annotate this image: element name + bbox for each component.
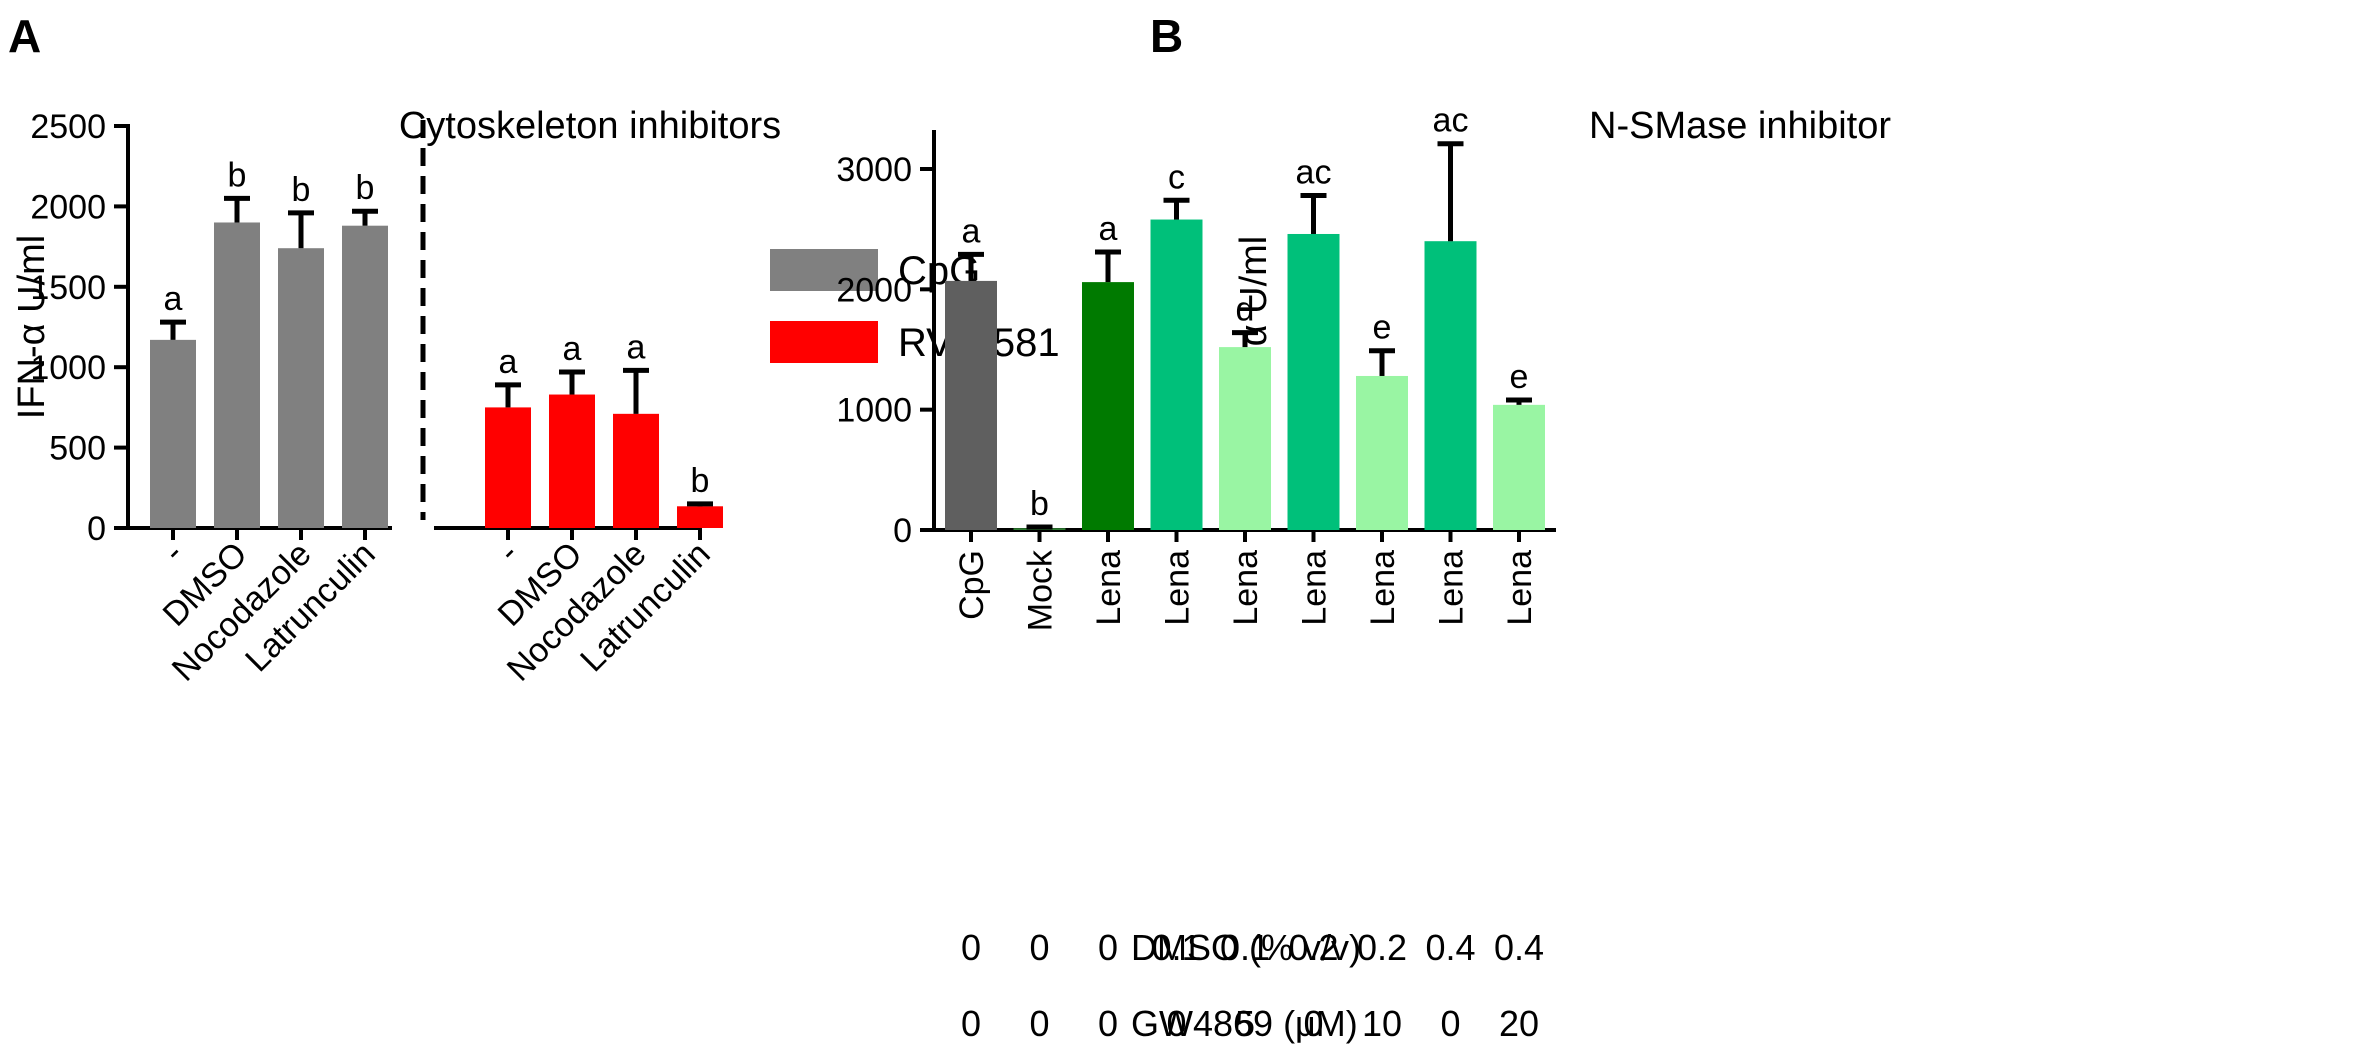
panel-b-x-tick-label: Lena	[1090, 550, 1128, 626]
panel-b-sig-letter: ac	[1296, 153, 1332, 191]
panel-b-bar	[1356, 375, 1408, 530]
panel-b-x-tick-label: Mock	[1022, 549, 1060, 631]
panel-b-bar	[1287, 233, 1340, 531]
panel-b-x-tick-label: Lena	[1296, 550, 1334, 626]
table-cell-gw4869: 0	[1440, 1003, 1460, 1044]
table-cell-dmso: 0	[1098, 927, 1118, 968]
panel-a-rvb-sig-letter: a	[563, 330, 582, 368]
panel-b-sig-letter: c	[1168, 158, 1185, 196]
panel-b-x-tick-label: Lena	[1433, 550, 1471, 626]
panel-b-y-tick-label: 1000	[836, 392, 912, 430]
panel-a-y-tick-label: 1000	[30, 349, 106, 387]
panel-a-rvb-bar	[613, 413, 659, 528]
legend-swatch-rvb	[770, 321, 878, 363]
panel-a-rvb-sig-letter: a	[499, 343, 518, 381]
panel-b-sig-letter: ac	[1433, 102, 1469, 140]
table-cell-gw4869: 10	[1362, 1003, 1402, 1044]
panel-b-x-tick-label: Lena	[1227, 550, 1265, 626]
panel-a-rvb-bar	[549, 394, 595, 528]
table-cell-gw4869: 20	[1499, 1003, 1539, 1044]
panel-b-y-tick-label: 0	[893, 512, 912, 550]
panel-a-cpg-sig-letter: b	[228, 156, 247, 194]
panel-b-sig-letter: e	[1510, 358, 1529, 396]
panel-b-table: 0 0 0 0 0 0 0.1 0 0.1 5 0.2 0 0.2 10 0.4 0 0.4 20	[961, 927, 1544, 1044]
panel-a-rvb-bar	[677, 506, 723, 528]
table-row-label-gw4869: GW4869 (μM)	[1131, 1003, 1358, 1044]
panel-a-rvb-sig-letter: b	[691, 462, 710, 500]
table-cell-dmso: 0.2	[1288, 927, 1338, 968]
panel-b-bar	[1082, 282, 1134, 530]
panel-a-cpg-sig-letter: a	[164, 280, 183, 318]
panel-b-bar	[945, 280, 997, 530]
panel-a-y-tick-label: 2000	[30, 188, 106, 226]
panel-b-bar	[1150, 219, 1203, 531]
panel-a-letter: A	[8, 10, 41, 62]
panel-b-sig-letter: d	[1236, 291, 1255, 329]
panel-b-bar	[1493, 404, 1545, 530]
panel-b-sig-letter: e	[1373, 309, 1392, 347]
panel-b-letter: B	[1150, 10, 1183, 62]
panel-a-title: Cytoskeleton inhibitors	[399, 105, 781, 147]
table-cell-gw4869: 0	[1303, 1003, 1323, 1044]
panel-a-x-tick-label: -	[491, 535, 526, 570]
panel-a-plot: 05001000150020002500a-bDMSObNocodazolebL…	[30, 108, 723, 689]
table-cell-dmso: 0.2	[1357, 927, 1407, 968]
panel-b-y-tick-label: 3000	[836, 151, 912, 189]
table-cell-gw4869: 0	[961, 1003, 981, 1044]
panel-a-y-tick-label: 2500	[30, 108, 106, 146]
panel-b-y-tick-label: 2000	[836, 271, 912, 309]
table-cell-gw4869: 0	[1029, 1003, 1049, 1044]
panel-b-bar	[1424, 241, 1477, 530]
panel-a-ylabel: IFN-α U/ml	[11, 235, 53, 420]
panel-b-x-tick-label: CpG	[953, 550, 991, 620]
panel-b-x-tick-label: Lena	[1159, 550, 1197, 626]
panel-b-sig-letter: a	[962, 212, 981, 250]
panel-a-y-tick-label: 500	[49, 430, 106, 468]
panel-a-cpg-bar	[214, 222, 260, 529]
panel-a-cpg-sig-letter: b	[292, 171, 311, 209]
panel-a-y-tick-label: 1500	[30, 269, 106, 307]
legend-swatch-cpg	[770, 249, 878, 291]
panel-a-x-tick-label: -	[156, 535, 191, 570]
table-cell-gw4869: 5	[1235, 1003, 1255, 1044]
table-cell-dmso: 0.4	[1494, 927, 1544, 968]
panel-a-cpg-bar	[150, 339, 196, 528]
table-cell-gw4869: 0	[1098, 1003, 1118, 1044]
panel-a-y-tick-label: 0	[87, 510, 106, 548]
panel-a-legend: CpG RVB-581	[770, 249, 1060, 365]
panel-b-x-tick-label: Lena	[1364, 550, 1402, 626]
panel-a-cpg-bar	[278, 248, 324, 528]
panel-b-sig-letter: b	[1030, 485, 1049, 523]
table-cell-dmso: 0	[961, 927, 981, 968]
panel-b-sig-letter: a	[1099, 210, 1118, 248]
panel-b-title: N-SMase inhibitor	[1589, 105, 1891, 147]
table-cell-dmso: 0.4	[1425, 927, 1475, 968]
panel-a-cpg-bar	[342, 225, 388, 529]
table-cell-dmso: 0.1	[1220, 927, 1270, 968]
table-row-label-dmso: DMSO (% v/v)	[1131, 927, 1361, 968]
panel-b-x-tick-label: Lena	[1501, 550, 1539, 626]
panel-a-rvb-bar	[485, 407, 531, 528]
table-cell-dmso: 0.1	[1151, 927, 1201, 968]
panel-b-plot: 0 1000 2000 3000 a CpG b Mock a Lena c Lena d Lena ac L…	[836, 102, 1556, 631]
panel-a-cpg-sig-letter: b	[356, 169, 375, 207]
table-cell-gw4869: 0	[1166, 1003, 1186, 1044]
panel-a-rvb-sig-letter: a	[627, 328, 646, 366]
panel-b-bar	[1219, 347, 1271, 530]
table-cell-dmso: 0	[1029, 927, 1049, 968]
